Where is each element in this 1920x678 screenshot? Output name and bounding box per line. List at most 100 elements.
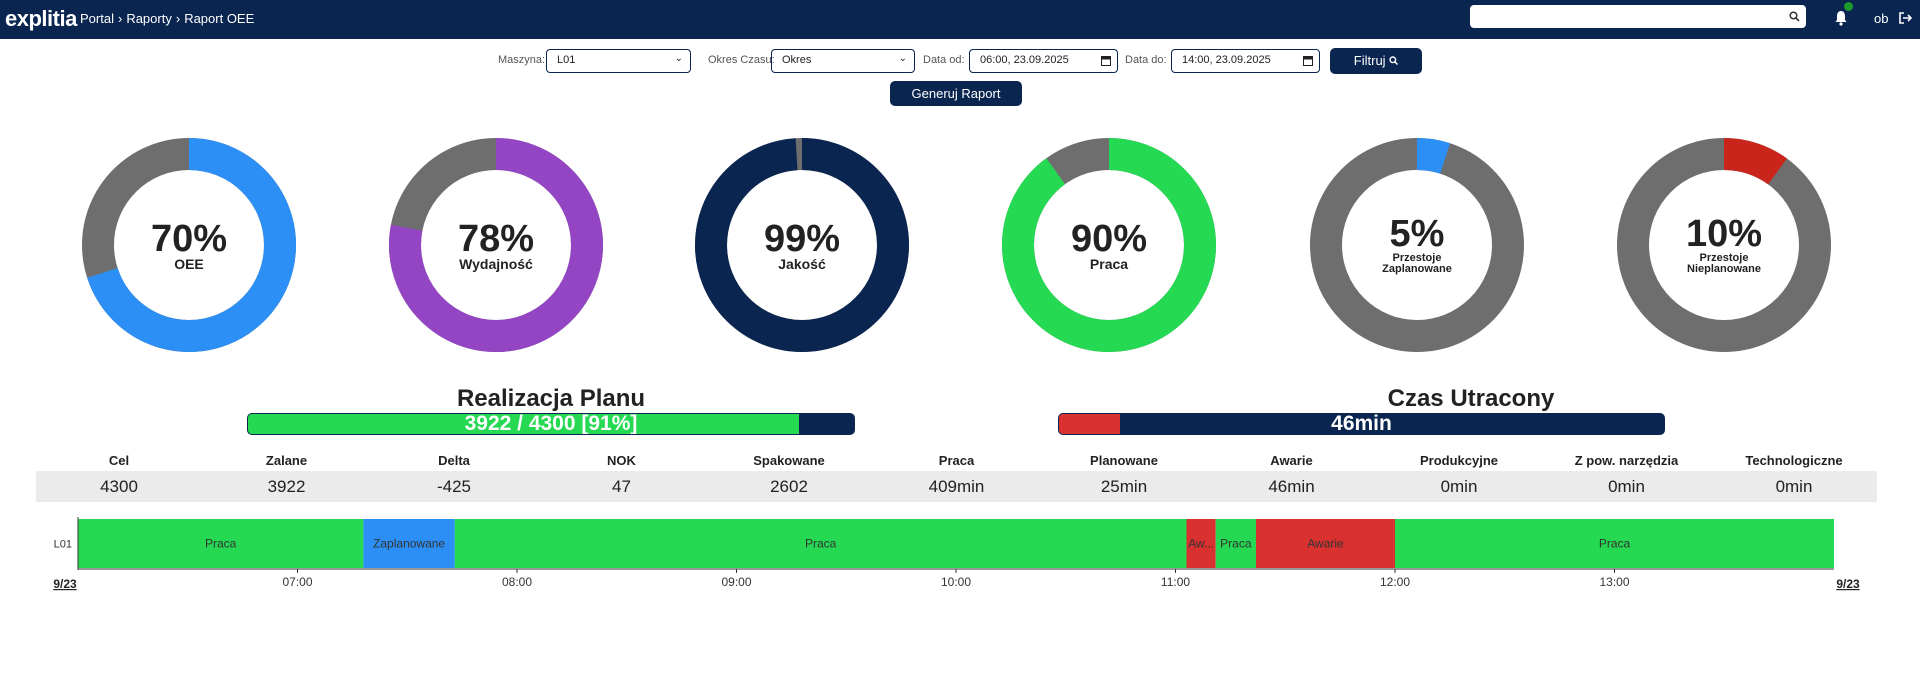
stat-value: 409min: [928, 477, 985, 496]
segment-label: Praca: [805, 537, 837, 551]
timeline-segment: [454, 519, 1187, 568]
breadcrumb-separator: ›: [175, 11, 181, 26]
breadcrumb-separator: ›: [117, 11, 123, 26]
segment-label: Praca: [1599, 537, 1631, 551]
lost-bar: 46min: [1058, 413, 1665, 435]
period-select[interactable]: Okres ⌄: [771, 49, 915, 73]
stat-header: Spakowane: [753, 453, 825, 468]
search-box[interactable]: [1470, 5, 1806, 28]
stat-value: 0min: [1775, 477, 1813, 496]
bar-label: 46min: [1331, 413, 1392, 435]
timeline-segment: [1255, 519, 1395, 568]
plan-title: Realizacja Planu: [456, 385, 646, 412]
stat-value: 3922: [267, 477, 306, 496]
donut-arc: [389, 138, 603, 352]
user-name[interactable]: ob: [1874, 11, 1889, 26]
gauge: 5% Przestoje Zaplanowane: [1307, 135, 1527, 355]
segment-label: Praca: [205, 537, 237, 551]
chevron: ⌄: [898, 53, 907, 64]
stat-header: Cel: [108, 453, 130, 468]
stat-value: 46min: [1268, 477, 1315, 496]
date-from-input[interactable]: 06:00, 23.09.2025: [969, 49, 1118, 73]
stat-header: NOK: [607, 453, 636, 468]
stat-value: -425: [436, 477, 472, 496]
stat-header: Planowane: [1090, 453, 1158, 468]
timeline-segment: [1215, 519, 1256, 568]
bar-label: 3922 / 4300 [91%]: [464, 413, 638, 435]
filter-label: Data od:: [923, 54, 965, 66]
breadcrumb-item[interactable]: Raport OEE: [184, 11, 255, 26]
gauge: 90% Praca: [999, 135, 1219, 355]
stat-header: Produkcyjne: [1419, 453, 1499, 468]
timeline: Praca Zaplanowane Praca Aw... Praca Awarie Pra…: [53, 517, 1860, 591]
stat-header: Technologiczne: [1745, 453, 1843, 468]
status-dot: [1844, 2, 1853, 11]
filter-button[interactable]: Filtruj: [1330, 48, 1422, 74]
chevron: ⌄: [674, 53, 683, 64]
stat-header: Zalane: [265, 453, 308, 468]
donut-arc: [1310, 138, 1524, 352]
timeline-segment: [78, 519, 364, 568]
timeline-segment: [1186, 519, 1216, 568]
button-text: Filtruj: [1353, 53, 1386, 68]
edge-date-label: 9/23: [1836, 577, 1860, 591]
edge-date-label: 9/23: [53, 577, 77, 591]
breadcrumb: Portal › Raporty › Raport OEE: [80, 11, 254, 26]
stat-header: Praca: [938, 453, 975, 468]
logo[interactable]: explitia: [5, 6, 77, 31]
donut: [1310, 138, 1524, 352]
tick-label: 11:00: [1161, 575, 1190, 589]
stats-band: [36, 471, 1877, 502]
donut: [1002, 138, 1216, 352]
bar-fill: [1059, 414, 1120, 434]
filter-label: Data do:: [1125, 54, 1167, 66]
segment-label: Aw...: [1188, 537, 1214, 551]
bar-fill: [248, 414, 800, 434]
donut: [82, 138, 296, 352]
input-value: 14:00, 23.09.2025: [1182, 54, 1271, 66]
select-value: Okres: [782, 54, 812, 66]
tick-label: 12:00: [1380, 575, 1410, 589]
tick-label: 08:00: [502, 575, 532, 589]
segment-label: Zaplanowane: [373, 537, 445, 551]
timeline-segment: [363, 519, 455, 568]
plan-bar: 3922 / 4300 [91%]: [247, 413, 855, 435]
row-label: L01: [54, 539, 72, 551]
stat-value: 2602: [770, 477, 808, 496]
machine-select[interactable]: L01 ⌄: [546, 49, 691, 73]
bell-icon[interactable]: [1834, 10, 1848, 26]
gauge: 78% Wydajność: [386, 135, 606, 355]
gauge: 10% Przestoje Nieplanowane: [1614, 135, 1834, 355]
gauge: 99% Jakość: [692, 135, 912, 355]
select-value: L01: [557, 54, 576, 66]
donut-arc: [1002, 138, 1216, 352]
logout-icon[interactable]: [1898, 11, 1912, 25]
tick-label: 07:00: [282, 575, 312, 589]
search-icon: [1789, 11, 1800, 22]
stat-value: 0min: [1608, 477, 1645, 496]
tick-label: 10:00: [941, 575, 971, 589]
stat-value: 0min: [1440, 477, 1478, 496]
lost-title: Czas Utracony: [1387, 385, 1555, 412]
stat-header: Delta: [438, 453, 470, 468]
report-button[interactable]: Generuj Raport: [890, 81, 1022, 106]
stat-header: Awarie: [1270, 453, 1313, 468]
donut-arc: [1617, 138, 1831, 352]
input-value: 06:00, 23.09.2025: [980, 54, 1069, 66]
date-to-input[interactable]: 14:00, 23.09.2025: [1171, 49, 1320, 73]
donut: [1617, 138, 1831, 352]
tick-label: 09:00: [721, 575, 751, 589]
tick-label: 13:00: [1599, 575, 1629, 589]
stat-value: 25min: [1100, 477, 1148, 496]
donut-arc: [82, 138, 296, 352]
breadcrumb-item[interactable]: Portal: [80, 11, 114, 26]
stat-value: 4300: [100, 477, 138, 496]
filter-label: Okres Czasu:: [708, 54, 775, 66]
breadcrumb-item[interactable]: Raporty: [126, 11, 172, 26]
donut-arc: [695, 138, 909, 352]
filter-label: Maszyna:: [498, 54, 546, 66]
gauge: 70% OEE: [79, 135, 299, 355]
stat-value: 47: [612, 477, 631, 496]
